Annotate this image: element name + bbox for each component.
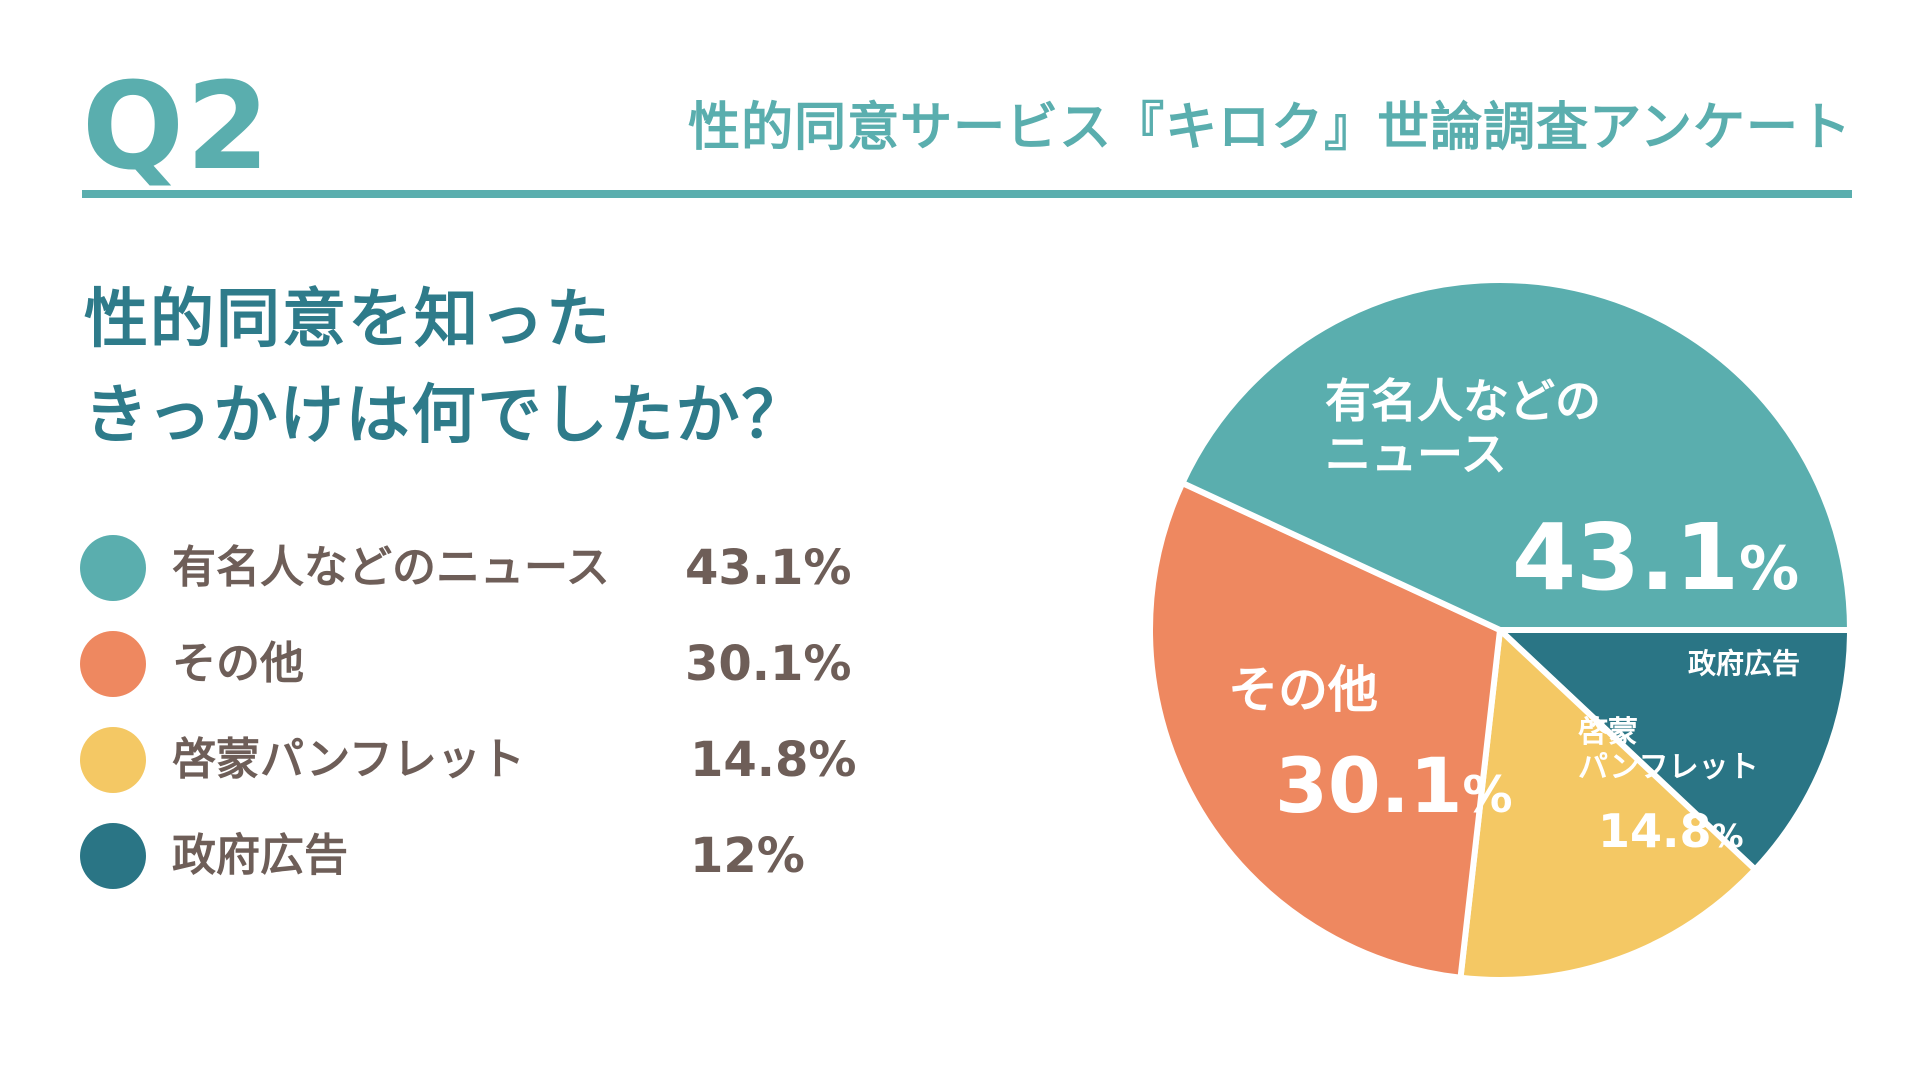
slice-value-pamphlet-unit: %: [1711, 817, 1744, 855]
question-number: Q2: [82, 58, 272, 197]
slice-value-other: 30.1%: [1275, 748, 1513, 824]
legend-swatch-pamphlet: [80, 727, 146, 793]
slice-name-pamphlet-line2: パンフレット: [1578, 749, 1759, 785]
slice-value-news: 43.1%: [1512, 512, 1799, 604]
pie-chart: [1147, 277, 1853, 983]
legend-swatch-gov: [80, 823, 146, 889]
header-divider: [82, 190, 1852, 198]
legend-value-other: 30.1%: [685, 636, 852, 692]
slice-label-gov: 政府広告: [1688, 647, 1801, 680]
legend: 有名人などのニュース 43.1% その他 30.1% 啓蒙パンフレット 14.8…: [80, 535, 860, 919]
slice-name-pamphlet-line1: 啓蒙: [1578, 715, 1638, 750]
legend-swatch-other: [80, 631, 146, 697]
question-line-1: 性的同意を知った: [84, 283, 612, 357]
legend-label-gov: 政府広告: [172, 830, 348, 881]
slice-name-news-line2: ニュース: [1325, 426, 1507, 481]
slice-value-news-number: 43.1: [1512, 504, 1739, 611]
legend-label-news: 有名人などのニュース: [172, 542, 610, 593]
survey-title: 性的同意サービス『キロク』世論調査アンケート: [688, 98, 1852, 158]
slice-value-news-unit: %: [1739, 534, 1800, 604]
legend-label-pamphlet: 啓蒙パンフレット: [172, 734, 525, 785]
legend-value-pamphlet: 14.8%: [690, 732, 857, 788]
legend-value-news: 43.1%: [685, 540, 852, 596]
slice-name-other: その他: [1228, 661, 1378, 719]
legend-label-other: その他: [172, 638, 304, 689]
slice-name-gov: 政府広告: [1688, 647, 1801, 680]
pie-slice-gov: [1497, 627, 1853, 873]
pie-slice-other: [1147, 479, 1503, 981]
question-line-2: きっかけは何でしたか？: [84, 379, 808, 453]
slice-value-pamphlet: 14.8%: [1598, 808, 1744, 854]
legend-item-pamphlet: 啓蒙パンフレット 14.8%: [80, 727, 860, 823]
legend-item-gov: 政府広告 12%: [80, 823, 860, 919]
slice-label-pamphlet: 啓蒙 パンフレット: [1578, 715, 1759, 785]
legend-value-gov: 12%: [690, 828, 805, 884]
slice-name-news-line1: 有名人などの: [1325, 374, 1601, 428]
legend-item-news: 有名人などのニュース 43.1%: [80, 535, 860, 631]
legend-item-other: その他 30.1%: [80, 631, 860, 727]
slice-value-other-unit: %: [1462, 766, 1513, 824]
legend-swatch-news: [80, 535, 146, 601]
slice-value-other-number: 30.1: [1275, 741, 1463, 830]
pie-slice-pamphlet: [1457, 627, 1759, 983]
slice-label-other: その他: [1228, 661, 1378, 720]
slice-label-news: 有名人などの ニュース: [1325, 375, 1601, 481]
slice-value-pamphlet-number: 14.8: [1598, 804, 1712, 858]
pie-slice-news: [1179, 277, 1853, 633]
question-text: 性的同意を知った きっかけは何でしたか？: [84, 272, 807, 464]
